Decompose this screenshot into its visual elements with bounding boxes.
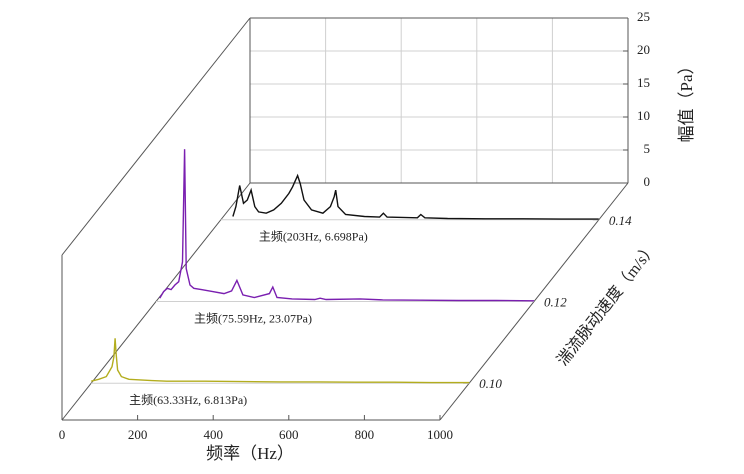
peak-label: 主频(63.33Hz, 6.813Pa)	[129, 393, 247, 407]
z-tick-label: 0.10	[479, 376, 502, 391]
y-tick-label: 15	[637, 75, 650, 90]
x-tick-label: 600	[279, 427, 299, 442]
z-axis-label: 湍流脉动速度（m/s）	[553, 239, 660, 369]
x-axis-label: 频率（Hz）	[206, 444, 294, 463]
x-tick-label: 800	[355, 427, 375, 442]
y-tick-label: 20	[637, 42, 650, 57]
peak-label: 主频(75.59Hz, 23.07Pa)	[194, 311, 312, 325]
peak-label: 主频(203Hz, 6.698Pa)	[259, 230, 368, 244]
x-tick-label: 0	[59, 427, 66, 442]
z-tick-label: 0.14	[609, 213, 632, 228]
x-tick-label: 400	[203, 427, 223, 442]
spectrum-line	[232, 173, 599, 220]
axis-line	[61, 17, 251, 256]
z-tick-label: 0.12	[544, 294, 567, 309]
y-tick-label: 25	[637, 9, 650, 24]
spectrum-line	[91, 338, 470, 384]
y-axis-label: 幅值（Pa）	[677, 58, 696, 143]
y-tick-label: 10	[637, 108, 650, 123]
x-tick-label: 1000	[427, 427, 453, 442]
x-tick-label: 200	[128, 427, 148, 442]
y-tick-label: 5	[644, 141, 651, 156]
y-tick-label: 0	[644, 174, 651, 189]
spectrum-line	[159, 149, 535, 302]
